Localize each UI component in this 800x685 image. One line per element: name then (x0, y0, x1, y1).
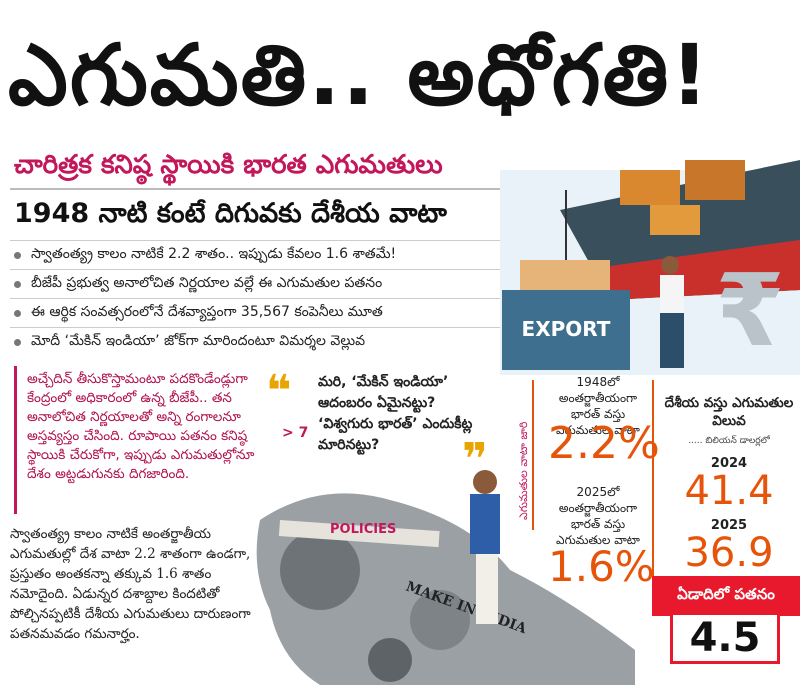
unit-note: ..... బిలియన్ డాలర్లలో (688, 436, 770, 446)
share-2025-label: 2025లో అంతర్జాతీయంగా భారత్ వస్తు ఎగుమతుల… (556, 485, 640, 547)
bullet-dot-icon (14, 309, 21, 317)
bullet-dot-icon (14, 280, 21, 288)
bullet-item: ఈ ఆర్థిక సంవత్సరంలోనే దేశవ్యాప్తంగా 35,5… (10, 298, 502, 327)
subheading-main: చారిత్రక కనిష్ఠ స్థాయికి భారత ఎగుమతులు (14, 150, 443, 180)
highlight-note: అచ్చేదిన్ తీసుకొస్తామంటూ పదకొండేండ్లుగా … (14, 366, 276, 514)
share-1948-label: 1948లో అంతర్జాతీయంగా భారత్ వస్తు ఎగుమతుల… (556, 375, 640, 437)
share-2025-value: 1.6% (548, 542, 655, 591)
policies-label: POLICIES (330, 522, 396, 537)
down-arrow-icon (652, 380, 654, 580)
export-ship-illustration: EXPORT ₹ (500, 160, 800, 375)
rupee-icon: ₹ (715, 252, 785, 369)
export-label: EXPORT (522, 317, 611, 341)
bullet-item: స్వాతంత్య్ర కాలం నాటికే 2.2 శాతం.. ఇప్పు… (10, 240, 502, 269)
bullet-text: మోదీ ‘మేకిన్ ఇండియా’ జోక్‌గా మారిందంటూ వ… (31, 332, 366, 349)
open-quote-icon: ❝ (266, 366, 292, 417)
bullet-item: మోదీ ‘మేకిన్ ఇండియా’ జోక్‌గా మారిందంటూ వ… (10, 327, 502, 356)
headline: ఎగుమతి.. అధోగతి! (8, 26, 711, 124)
bullet-text: ఈ ఆర్థిక సంవత్సరంలోనే దేశవ్యాప్తంగా 35,5… (31, 303, 383, 320)
make-in-india-lion-illustration: POLICIES MAKE IN INDIA (256, 470, 635, 685)
domestic-exports-label: దేశీయ వస్తు ఎగుమతుల విలువ (664, 395, 794, 429)
fall-value: 4.5 (670, 612, 780, 664)
up-arrow-icon (532, 380, 534, 530)
subheading-secondary: 1948 నాటి కంటే దిగువకు దేశీయ వాటా (14, 198, 447, 229)
bullet-dot-icon (14, 338, 21, 346)
fall-label: ఏడాదిలో పతనం (652, 576, 800, 616)
value-2025: 36.9 (684, 530, 774, 576)
bullet-text: స్వాతంత్య్ర కాలం నాటికే 2.2 శాతం.. ఇప్పు… (31, 245, 397, 262)
pull-quote: మరి, ‘మేకిన్ ఇండియా’ ఆదంబరం ఏమైనట్టు? ‘వ… (318, 374, 473, 453)
value-2024: 41.4 (684, 468, 774, 514)
divider (10, 188, 502, 190)
page-reference: > 7 (282, 425, 309, 441)
body-paragraph: స్వాతంత్య్ర కాలం నాటికే అంతర్జాతీయ ఎగుమత… (10, 526, 251, 642)
year-2025: 2025 (710, 518, 748, 533)
bullet-text: బీజేపీ ప్రభుత్వ అనాలోచిత నిర్ణయాల వల్లే … (31, 274, 383, 291)
year-2024: 2024 (710, 456, 748, 471)
bullet-dot-icon (14, 251, 21, 259)
bullet-item: బీజేపీ ప్రభుత్వ అనాలోచిత నిర్ణయాల వల్లే … (10, 269, 502, 298)
bullet-list: స్వాతంత్య్ర కాలం నాటికే 2.2 శాతం.. ఇప్పు… (10, 240, 502, 356)
share-1948-value: 2.2% (548, 418, 660, 469)
